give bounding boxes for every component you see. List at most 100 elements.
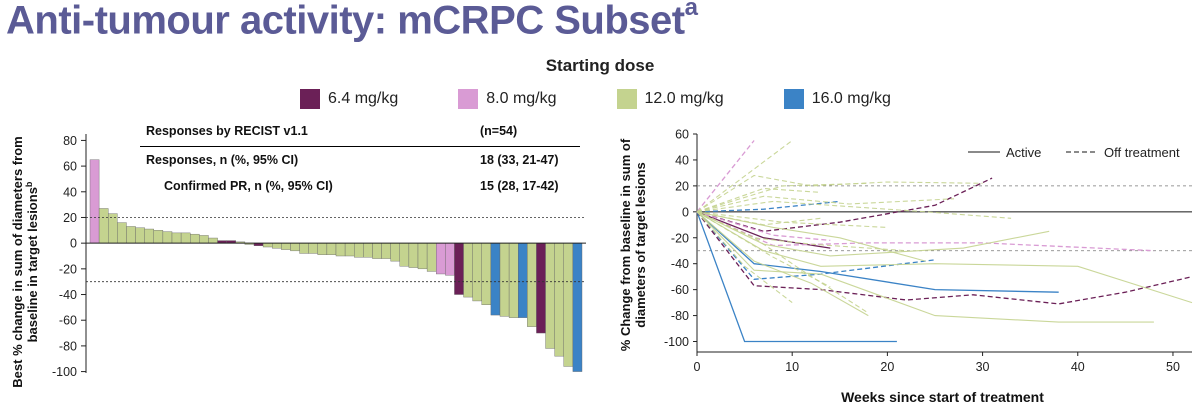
spider-x-tick-label: 40: [1071, 360, 1085, 374]
legend-swatch-12-0: [616, 89, 637, 109]
waterfall-bar: [426, 242, 437, 272]
waterfall-y-axis-label-line: baseline in target lesions: [25, 187, 40, 342]
spider-y-tick-label: 0: [682, 205, 689, 219]
response-row-label: Confirmed PR, n (%, 95% CI): [164, 179, 333, 193]
spider-y-tick-label: -60: [671, 283, 689, 297]
waterfall-bar: [326, 242, 337, 255]
spider-series-line: [696, 211, 1154, 323]
spider-series-line: [696, 211, 1193, 304]
spider-series-line: [696, 211, 869, 314]
legend-swatch-16-0: [783, 89, 804, 109]
response-table-header: Responses by RECIST v1.1 (n=54): [140, 124, 580, 147]
waterfall-bar: [536, 242, 546, 334]
waterfall-bar: [363, 242, 373, 258]
spider-series-line: [696, 140, 793, 213]
waterfall-bar: [199, 235, 209, 244]
waterfall-bar: [399, 242, 410, 267]
spider-series-line: [696, 211, 1050, 257]
spider-y-tick-label: -40: [671, 257, 689, 271]
spider-y-axis-label-line: % Change from baseline in sum of: [618, 138, 633, 351]
waterfall-bar: [281, 242, 291, 250]
spider-series-line: [696, 211, 926, 262]
spider-chart: 60 40 20 0 -20 -40 -60 -80 -100 0 10 20 30 40 50 Active…: [618, 128, 1193, 405]
waterfall-y-tick-label: 20: [63, 211, 77, 225]
waterfall-y-tick-label: 80: [63, 134, 77, 148]
title-footnote-marker: a: [684, 0, 698, 21]
waterfall-bar: [372, 242, 382, 259]
waterfall-y-tick-label: -80: [59, 339, 77, 353]
spider-x-tick-label: 0: [694, 360, 701, 374]
spider-x-tick-label: 10: [785, 360, 799, 374]
spider-series-line: [696, 211, 831, 242]
waterfall-bar: [545, 242, 555, 349]
waterfall-y-axis-label-line: Best % change in sum of diameters from: [10, 136, 25, 387]
spider-series-line: [696, 211, 821, 226]
spider-series-line: [696, 195, 955, 213]
response-row-value: 18 (33, 21-47): [480, 153, 559, 167]
waterfall-bar: [481, 242, 492, 306]
spider-y-tick-label: 60: [675, 128, 689, 142]
response-header-value: (n=54): [480, 124, 518, 138]
spider-series-line: [696, 211, 907, 252]
waterfall-y-axis-label-superscript: b: [24, 181, 34, 187]
waterfall-bar: [472, 242, 482, 302]
spider-series-line: [696, 200, 1012, 219]
response-row: Responses, n (%, 95% CI) 18 (33, 21-47): [140, 147, 580, 173]
waterfall-bar: [554, 242, 564, 357]
spider-series-line: [696, 211, 869, 317]
waterfall-bar: [153, 230, 164, 244]
slide-title: Anti-tumour activity: mCRPC Subseta: [6, 0, 698, 43]
waterfall-y-tick-label: 60: [63, 160, 77, 174]
waterfall-bar: [272, 242, 282, 249]
waterfall-bar: [381, 242, 391, 259]
spider-series-line: [696, 140, 755, 213]
waterfall-bar: [390, 242, 400, 262]
legend-label-16-0: 16.0 mg/kg: [811, 90, 891, 107]
spider-series-line: [696, 200, 840, 213]
starting-dose-heading: Starting dose: [545, 56, 655, 75]
spider-legend-label: Off treatment: [1104, 145, 1180, 160]
waterfall-bar: [445, 242, 455, 276]
spider-series-line: [696, 177, 993, 232]
waterfall-bar: [108, 213, 118, 244]
legend-label-8-0: 8.0 mg/kg: [486, 90, 557, 107]
waterfall-bar: [572, 242, 583, 372]
spider-y-axis-label-line: diameters of target lesions: [633, 162, 648, 327]
spider-legend-label: Active: [1006, 145, 1041, 160]
waterfall-bar: [354, 242, 364, 258]
waterfall-bar: [117, 222, 127, 244]
waterfall-bar: [135, 227, 145, 244]
waterfall-bar: [299, 242, 309, 254]
waterfall-bar: [162, 231, 173, 244]
spider-series-line: [696, 211, 831, 288]
waterfall-y-tick-label: -20: [59, 262, 77, 276]
legend-label-6-4: 6.4 mg/kg: [328, 90, 399, 107]
legend-item-8-0: 8.0 mg/kg: [458, 89, 557, 109]
response-table: Responses by RECIST v1.1 (n=54) Response…: [140, 124, 580, 199]
legend-label-12-0: 12.0 mg/kg: [644, 90, 724, 107]
waterfall-bar: [171, 232, 182, 244]
spider-series-line: [696, 187, 821, 213]
waterfall-bar: [98, 208, 109, 244]
slide-title-text: Anti-tumour activity: mCRPC Subset: [6, 0, 685, 43]
response-row-value: 15 (28, 17-42): [480, 179, 559, 193]
waterfall-bar: [508, 242, 519, 318]
waterfall-y-tick-label: 40: [63, 185, 77, 199]
waterfall-bar: [290, 242, 300, 252]
spider-x-axis-label: Weeks since start of treatment: [841, 389, 1044, 405]
legend-item-16-0: 16.0 mg/kg: [783, 89, 891, 109]
spider-series-line: [696, 211, 1154, 252]
spider-y-tick-label: -20: [671, 231, 689, 245]
spider-x-tick-label: 50: [1166, 360, 1180, 374]
spider-y-tick-label: 20: [675, 179, 689, 193]
spider-series-line: [696, 211, 831, 249]
waterfall-bar: [518, 242, 528, 318]
waterfall-y-tick-label: -60: [59, 314, 77, 328]
response-row: Confirmed PR, n (%, 95% CI) 15 (28, 17-4…: [140, 173, 580, 199]
spider-x-tick-label: 20: [880, 360, 894, 374]
waterfall-y-axis-label: Best % change in sum of diameters fromba…: [10, 136, 40, 387]
spider-series-line: [696, 174, 983, 213]
waterfall-bar: [89, 159, 100, 244]
waterfall-bar: [436, 242, 446, 275]
